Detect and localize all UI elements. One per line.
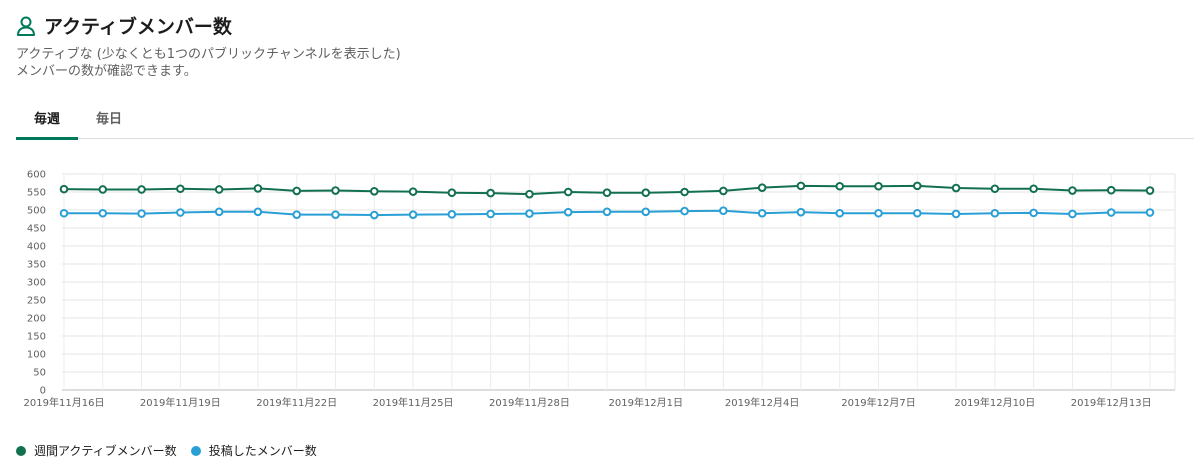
y-tick-label: 350 bbox=[27, 260, 46, 271]
x-tick-label: 2019年12月10日 bbox=[954, 396, 1035, 409]
y-tick-label: 500 bbox=[27, 206, 46, 217]
legend-label-weekly: 週間アクティブメンバー数 bbox=[34, 444, 177, 458]
data-point-series-0 bbox=[1145, 186, 1155, 195]
user-icon bbox=[16, 15, 36, 37]
y-tick-label: 550 bbox=[27, 188, 46, 199]
data-point-series-1 bbox=[1106, 208, 1116, 217]
data-point-series-1 bbox=[369, 210, 379, 220]
x-tick-label: 2019年11月25日 bbox=[373, 396, 454, 409]
data-point-series-1 bbox=[98, 208, 108, 218]
description-line-1: アクティブな (少なくとも1つのパブリックチャンネルを表示した) bbox=[16, 47, 401, 62]
data-point-series-0 bbox=[292, 186, 302, 196]
data-point-series-0 bbox=[447, 188, 457, 198]
data-point-series-0 bbox=[602, 188, 612, 198]
data-point-series-0 bbox=[59, 184, 69, 194]
data-point-series-1 bbox=[719, 206, 728, 216]
data-point-series-1 bbox=[680, 206, 689, 216]
legend-item-weekly: 週間アクティブメンバー数 bbox=[16, 442, 177, 459]
y-tick-label: 300 bbox=[27, 278, 46, 289]
x-tick-label: 2019年12月13日 bbox=[1071, 396, 1152, 409]
data-point-series-1 bbox=[486, 209, 495, 219]
y-tick-label: 150 bbox=[27, 332, 46, 343]
data-point-series-0 bbox=[137, 185, 146, 194]
x-tick-label: 2019年12月4日 bbox=[725, 396, 800, 409]
data-point-series-0 bbox=[757, 183, 767, 192]
x-tick-label: 2019年11月19日 bbox=[140, 396, 221, 409]
y-tick-label: 450 bbox=[27, 224, 46, 235]
data-point-series-0 bbox=[951, 183, 961, 193]
data-point-series-0 bbox=[874, 181, 883, 191]
legend-item-posted: 投稿したメンバー数 bbox=[190, 442, 317, 459]
data-point-series-1 bbox=[912, 208, 922, 218]
description-line-2: メンバーの数が確認できます。 bbox=[16, 64, 197, 79]
legend-dot-weekly bbox=[16, 445, 26, 456]
data-point-series-1 bbox=[563, 207, 573, 217]
data-point-series-0 bbox=[796, 181, 806, 191]
data-point-series-1 bbox=[1029, 208, 1038, 218]
page-description: アクティブな (少なくとも1つのパブリックチャンネルを表示した) メンバーの数が… bbox=[16, 46, 401, 80]
y-tick-label: 0 bbox=[40, 386, 46, 397]
data-point-series-0 bbox=[214, 185, 224, 194]
y-tick-label: 100 bbox=[27, 350, 46, 361]
data-point-series-0 bbox=[1068, 186, 1077, 195]
data-point-series-1 bbox=[796, 207, 806, 217]
data-point-series-1 bbox=[59, 208, 69, 218]
tab-daily[interactable]: 毎日 bbox=[96, 112, 123, 127]
data-point-series-0 bbox=[331, 186, 340, 195]
data-point-series-0 bbox=[525, 189, 534, 199]
data-point-series-1 bbox=[602, 207, 612, 217]
data-point-series-0 bbox=[408, 187, 418, 196]
data-point-series-1 bbox=[1068, 209, 1077, 219]
x-tick-label: 2019年12月7日 bbox=[841, 396, 916, 409]
y-tick-label: 400 bbox=[27, 242, 46, 253]
data-point-series-1 bbox=[253, 207, 263, 217]
data-point-series-1 bbox=[835, 208, 845, 218]
data-point-series-1 bbox=[874, 208, 883, 218]
page-title: アクティブメンバー数 bbox=[44, 16, 232, 38]
data-point-series-1 bbox=[408, 210, 418, 219]
active-members-line-chart: 0 50 100 150 200 250 300 350 400 450 500 550 600 2019… bbox=[24, 170, 1176, 409]
data-point-series-1 bbox=[176, 208, 185, 217]
data-point-series-0 bbox=[176, 184, 185, 194]
data-point-series-0 bbox=[98, 185, 108, 194]
data-point-series-1 bbox=[447, 210, 457, 219]
data-point-series-0 bbox=[486, 188, 495, 198]
data-point-series-0 bbox=[369, 186, 379, 196]
data-point-series-1 bbox=[641, 207, 651, 217]
data-point-series-0 bbox=[835, 181, 845, 191]
data-point-series-1 bbox=[757, 208, 767, 218]
x-tick-label: 2019年12月1日 bbox=[609, 396, 684, 409]
y-tick-label: 600 bbox=[27, 170, 46, 181]
data-point-series-0 bbox=[1029, 184, 1038, 194]
y-tick-label: 250 bbox=[27, 296, 46, 307]
data-point-series-0 bbox=[1106, 185, 1116, 195]
x-tick-label: 2019年11月28日 bbox=[489, 396, 570, 409]
data-point-series-1 bbox=[214, 207, 224, 217]
data-point-series-1 bbox=[990, 208, 1000, 218]
page-header: アクティブメンバー数 bbox=[16, 12, 232, 39]
data-point-series-0 bbox=[912, 181, 922, 191]
chart-legend: 週間アクティブメンバー数 投稿したメンバー数 bbox=[16, 442, 331, 459]
y-tick-label: 50 bbox=[33, 368, 46, 379]
data-point-series-0 bbox=[990, 184, 1000, 194]
x-tick-label: 2019年11月22日 bbox=[256, 396, 337, 409]
data-point-series-0 bbox=[680, 187, 689, 197]
data-point-series-0 bbox=[641, 188, 651, 198]
data-point-series-1 bbox=[331, 210, 340, 219]
data-point-series-1 bbox=[1145, 208, 1155, 217]
data-point-series-0 bbox=[563, 187, 573, 197]
tab-weekly[interactable]: 毎週 bbox=[16, 108, 78, 140]
legend-dot-posted bbox=[190, 445, 201, 456]
y-tick-label: 200 bbox=[27, 314, 46, 325]
period-tabs: 毎週 毎日 bbox=[16, 100, 1194, 140]
data-point-series-1 bbox=[292, 210, 302, 219]
data-point-series-1 bbox=[137, 209, 146, 218]
data-point-series-1 bbox=[525, 209, 534, 218]
data-point-series-0 bbox=[253, 184, 263, 193]
legend-label-posted: 投稿したメンバー数 bbox=[208, 444, 317, 458]
data-point-series-1 bbox=[951, 209, 961, 219]
x-tick-label: 2019年11月16日 bbox=[24, 396, 105, 409]
data-point-series-0 bbox=[719, 186, 728, 196]
